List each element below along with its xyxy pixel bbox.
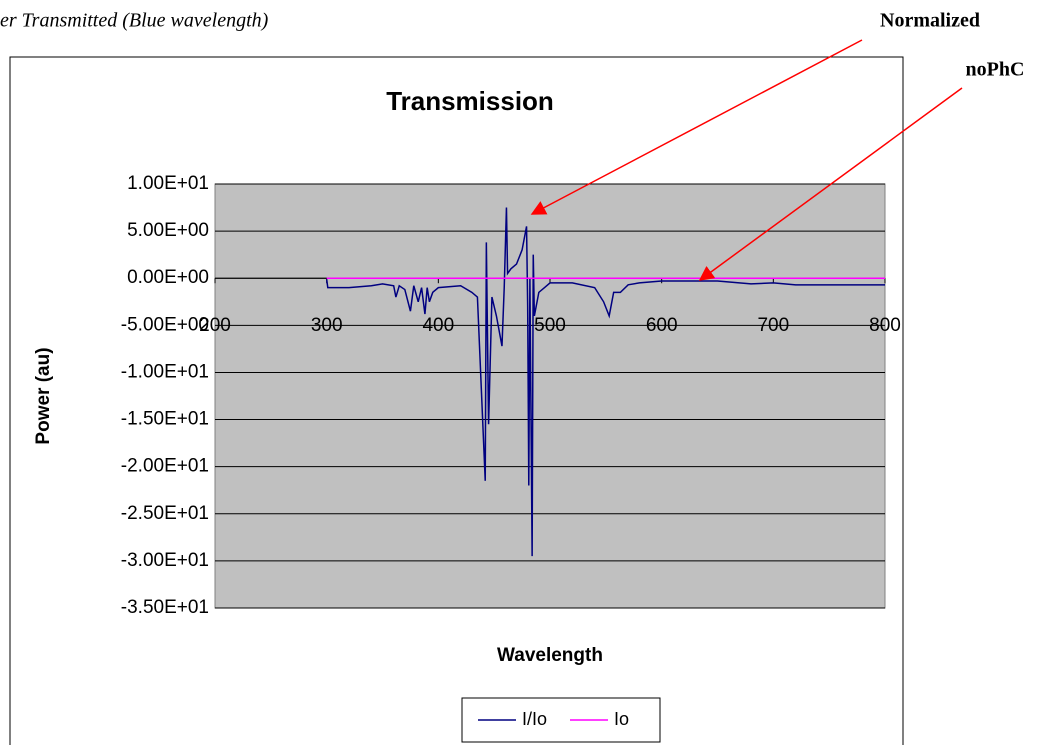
y-tick-label: -3.50E+01 [121, 597, 209, 618]
y-tick-label: -2.00E+01 [121, 456, 209, 477]
y-axis-label: Power (au) [33, 347, 54, 444]
x-tick-label: 600 [646, 315, 678, 336]
y-tick-label: 5.00E+00 [127, 220, 209, 241]
legend: I/Io Io [478, 709, 629, 729]
legend-label: Io [614, 709, 629, 729]
annotation: noPhC [966, 59, 1025, 81]
y-tick-label: -5.00E+00 [121, 314, 209, 335]
y-tick-label: -1.50E+01 [121, 409, 209, 430]
y-tick-label: -3.00E+01 [121, 550, 209, 571]
annotation: Normalized [880, 10, 980, 32]
plot: 1.00E+01 5.00E+00 0.00E+00 -5.00E+00 -1.00E+… [121, 173, 901, 618]
y-tick-label: -1.00E+01 [121, 361, 209, 382]
annotation-arrow [530, 39, 863, 215]
x-tick-label: 500 [534, 315, 566, 336]
x-tick-label: 400 [422, 315, 454, 336]
x-tick-label: 300 [311, 315, 343, 336]
chart-title: Transmission [386, 86, 554, 116]
y-tick-label: 0.00E+00 [127, 267, 209, 288]
y-tick-label: -2.50E+01 [121, 503, 209, 524]
y-tick-label: 1.00E+01 [127, 173, 209, 194]
x-tick-label: 700 [757, 315, 789, 336]
series-line [325, 207, 885, 557]
caption: er Transmitted (Blue wavelength) [0, 10, 269, 32]
plot-area [214, 183, 886, 609]
legend-label: I/Io [522, 709, 547, 729]
x-tick-label: 800 [869, 315, 901, 336]
x-tick-label: 200 [199, 315, 231, 336]
annotation-arrow [698, 87, 963, 281]
x-axis-label: Wavelength [497, 645, 603, 666]
